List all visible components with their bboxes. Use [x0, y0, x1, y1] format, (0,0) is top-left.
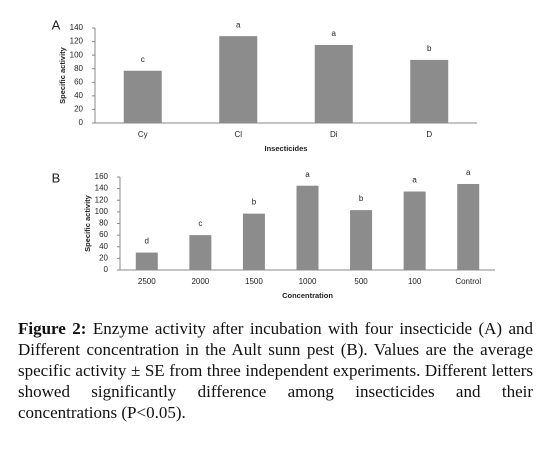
x-tick-label: Cl	[234, 130, 242, 139]
caption-label: Figure 2:	[18, 319, 87, 338]
y-tick-label: 60	[99, 230, 108, 239]
x-axis-title: Concentration	[282, 291, 333, 300]
y-tick-label: 140	[70, 23, 84, 32]
significance-letter: a	[305, 170, 310, 179]
significance-letter: b	[427, 44, 432, 53]
bar	[219, 36, 258, 124]
x-tick-label: 1500	[245, 277, 263, 286]
significance-letter: a	[236, 20, 241, 29]
x-tick-label: Cy	[138, 130, 148, 139]
x-tick-label: Control	[455, 277, 481, 286]
significance-letter: b	[252, 198, 257, 207]
y-tick-label: 0	[104, 265, 109, 274]
bar	[123, 70, 162, 123]
y-tick-label: 20	[99, 253, 108, 262]
y-axis-title: Specific activity	[83, 194, 92, 252]
bar	[410, 59, 449, 123]
significance-letter: c	[141, 55, 145, 64]
x-tick-label: 1000	[299, 277, 317, 286]
significance-letter: a	[412, 176, 417, 185]
bar	[403, 191, 426, 270]
bar	[457, 183, 480, 270]
bar	[350, 210, 373, 270]
y-tick-label: 20	[74, 105, 83, 114]
x-tick-label: 500	[354, 277, 368, 286]
x-tick-label: Di	[330, 130, 338, 139]
caption-text: Enzyme activity after incubation with fo…	[18, 319, 533, 422]
panel-label: B	[52, 170, 61, 185]
y-tick-label: 80	[99, 219, 108, 228]
y-tick-label: 60	[74, 77, 83, 86]
y-tick-label: 80	[74, 64, 83, 73]
bar	[242, 213, 265, 270]
y-tick-label: 100	[70, 50, 84, 59]
significance-letter: a	[466, 168, 471, 177]
x-tick-label: 2500	[138, 277, 156, 286]
significance-letter: c	[198, 219, 202, 228]
y-axis-title: Specific activity	[58, 46, 67, 104]
y-tick-label: 100	[95, 207, 109, 216]
y-tick-label: 120	[95, 195, 109, 204]
y-tick-label: 0	[79, 118, 84, 127]
x-axis-title: Insecticides	[265, 144, 308, 153]
x-tick-label: 100	[408, 277, 422, 286]
significance-letter: d	[145, 237, 149, 246]
y-tick-label: 140	[95, 184, 109, 193]
panel-label: A	[52, 17, 61, 32]
caption: Figure 2: Enzyme activity after incubati…	[18, 318, 533, 423]
significance-letter: a	[332, 29, 337, 38]
bar	[135, 252, 158, 270]
y-tick-label: 160	[95, 172, 109, 181]
bar	[296, 185, 319, 270]
y-tick-label: 40	[99, 242, 108, 251]
significance-letter: b	[359, 194, 364, 203]
x-tick-label: D	[426, 130, 432, 139]
y-tick-label: 40	[74, 91, 83, 100]
y-tick-label: 120	[70, 37, 84, 46]
bar	[314, 44, 353, 123]
bar	[189, 235, 212, 270]
x-tick-label: 2000	[191, 277, 209, 286]
